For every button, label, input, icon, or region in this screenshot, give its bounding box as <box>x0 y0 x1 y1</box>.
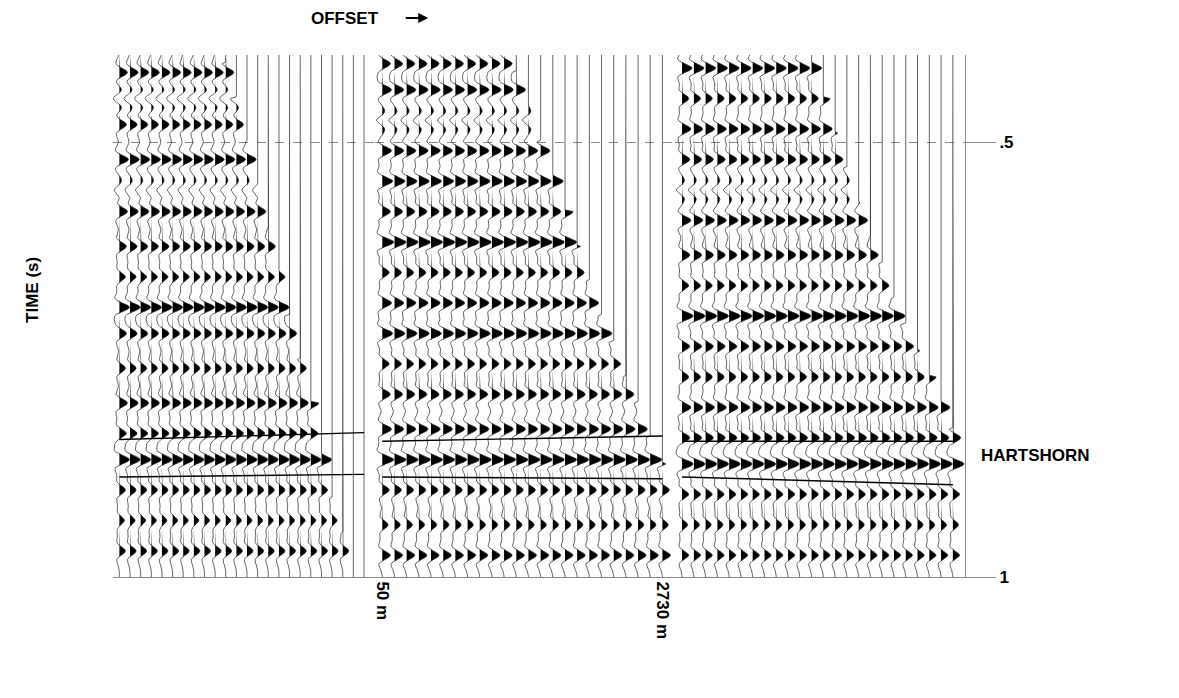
svg-text:HARTSHORN: HARTSHORN <box>981 446 1090 465</box>
svg-text:TIME (s): TIME (s) <box>23 257 42 323</box>
svg-text:.5: .5 <box>999 133 1013 152</box>
svg-text:2730 m: 2730 m <box>653 581 672 639</box>
svg-text:OFFSET: OFFSET <box>311 9 379 28</box>
svg-text:1: 1 <box>999 568 1008 587</box>
svg-text:50 m: 50 m <box>373 581 392 620</box>
